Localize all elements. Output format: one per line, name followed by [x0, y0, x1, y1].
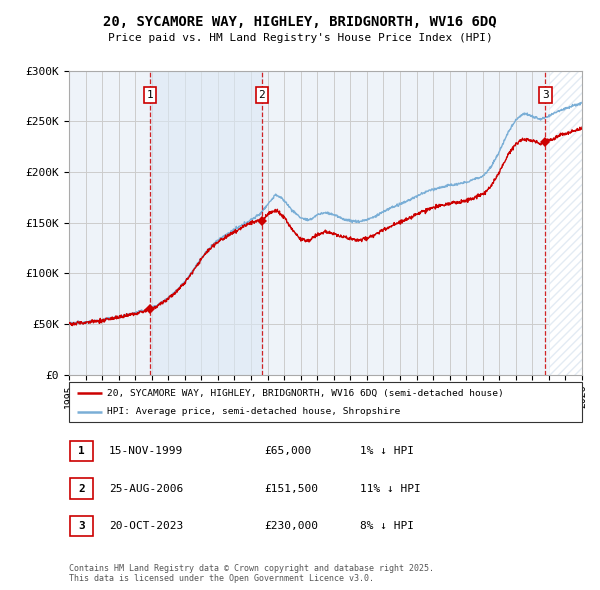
- FancyBboxPatch shape: [69, 382, 582, 422]
- FancyBboxPatch shape: [70, 441, 93, 461]
- Text: 2: 2: [259, 90, 265, 100]
- Text: £65,000: £65,000: [264, 447, 311, 456]
- Text: 3: 3: [542, 90, 549, 100]
- Text: £230,000: £230,000: [264, 521, 318, 530]
- Text: 20, SYCAMORE WAY, HIGHLEY, BRIDGNORTH, WV16 6DQ: 20, SYCAMORE WAY, HIGHLEY, BRIDGNORTH, W…: [103, 15, 497, 30]
- Text: 1: 1: [146, 90, 153, 100]
- Text: 15-NOV-1999: 15-NOV-1999: [109, 447, 184, 456]
- Text: 2: 2: [78, 484, 85, 493]
- Text: 11% ↓ HPI: 11% ↓ HPI: [360, 484, 421, 493]
- Text: 20, SYCAMORE WAY, HIGHLEY, BRIDGNORTH, WV16 6DQ (semi-detached house): 20, SYCAMORE WAY, HIGHLEY, BRIDGNORTH, W…: [107, 388, 504, 398]
- FancyBboxPatch shape: [70, 516, 93, 536]
- Text: £151,500: £151,500: [264, 484, 318, 493]
- Text: Price paid vs. HM Land Registry's House Price Index (HPI): Price paid vs. HM Land Registry's House …: [107, 34, 493, 43]
- Text: 1% ↓ HPI: 1% ↓ HPI: [360, 447, 414, 456]
- Text: 1: 1: [78, 447, 85, 456]
- Text: 3: 3: [78, 521, 85, 530]
- Text: Contains HM Land Registry data © Crown copyright and database right 2025.
This d: Contains HM Land Registry data © Crown c…: [69, 563, 434, 583]
- Text: 25-AUG-2006: 25-AUG-2006: [109, 484, 184, 493]
- Text: HPI: Average price, semi-detached house, Shropshire: HPI: Average price, semi-detached house,…: [107, 407, 401, 417]
- Text: 8% ↓ HPI: 8% ↓ HPI: [360, 521, 414, 530]
- Text: 20-OCT-2023: 20-OCT-2023: [109, 521, 184, 530]
- FancyBboxPatch shape: [70, 478, 93, 499]
